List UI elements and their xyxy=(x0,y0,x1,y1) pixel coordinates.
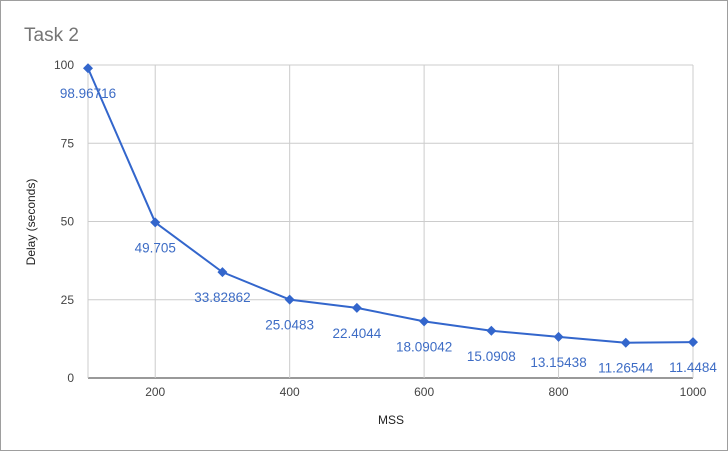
data-label: 11.4484 xyxy=(669,360,717,375)
x-tick-labels: 200 400 600 800 1000 xyxy=(145,385,706,399)
chart-title: Task 2 xyxy=(24,25,79,46)
data-label: 15.0908 xyxy=(467,349,516,364)
data-label: 13.15438 xyxy=(530,355,586,370)
y-tick-label: 75 xyxy=(61,136,75,150)
data-point xyxy=(284,294,295,305)
y-tick-labels: 0 25 50 75 100 xyxy=(54,58,74,385)
y-tick-label: 25 xyxy=(61,293,75,307)
x-tick-label: 400 xyxy=(280,385,300,399)
data-points xyxy=(83,63,698,348)
data-labels: 98.96716 49.705 33.82862 25.0483 22.4044 18.0… xyxy=(60,86,718,376)
data-point xyxy=(553,331,564,342)
x-tick-label: 600 xyxy=(414,385,434,399)
grid-lines xyxy=(87,64,694,379)
data-point xyxy=(150,217,161,228)
data-point xyxy=(486,325,497,336)
data-label: 49.705 xyxy=(135,240,176,255)
data-point xyxy=(688,337,698,348)
data-point xyxy=(351,302,362,313)
data-point xyxy=(419,316,430,327)
y-tick-label: 0 xyxy=(67,371,74,385)
series-line-group xyxy=(87,67,694,344)
data-label: 18.09042 xyxy=(396,339,452,354)
data-label: 98.96716 xyxy=(60,86,116,101)
data-label: 11.26544 xyxy=(598,361,654,376)
data-point xyxy=(83,63,93,74)
x-axis-title: MSS xyxy=(378,413,404,427)
series-line xyxy=(87,67,694,344)
x-tick-label: 200 xyxy=(145,385,165,399)
data-label: 33.82862 xyxy=(194,290,250,305)
x-tick-label: 800 xyxy=(549,385,569,399)
y-tick-label: 100 xyxy=(54,58,74,72)
x-tick-label: 1000 xyxy=(680,385,707,399)
data-label: 25.0483 xyxy=(265,318,314,333)
y-axis-title: Delay (seconds) xyxy=(24,179,38,266)
data-point xyxy=(217,267,228,278)
data-label: 22.4044 xyxy=(332,326,381,341)
data-point xyxy=(620,337,631,348)
y-tick-label: 50 xyxy=(61,215,75,229)
